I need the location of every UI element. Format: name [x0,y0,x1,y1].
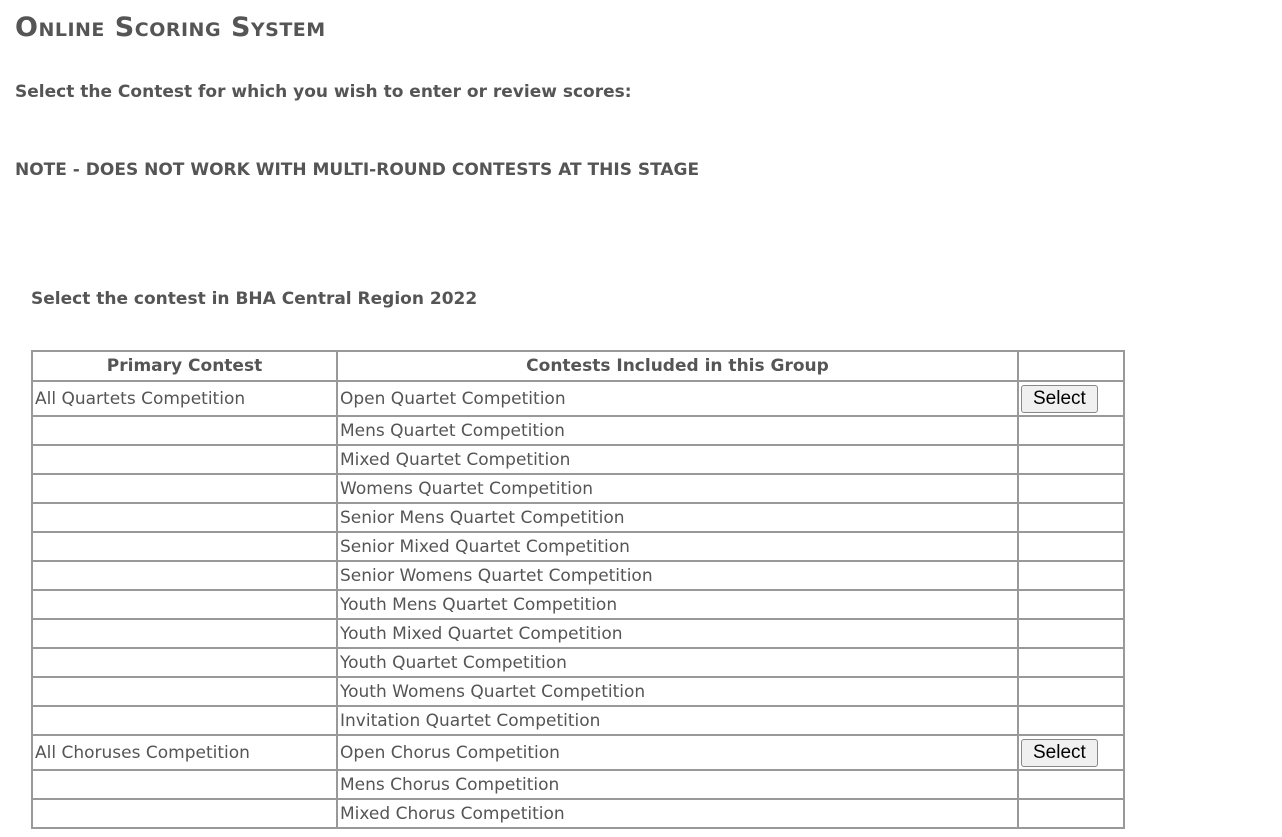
included-contest: Womens Quartet Competition [336,473,1019,504]
instruction: Select the Contest for which you wish to… [15,82,632,102]
empty-cell [31,618,338,649]
table-row: Invitation Quartet Competition [31,705,1125,736]
action-cell [1017,589,1125,620]
table-row: Youth Mixed Quartet Competition [31,618,1125,649]
action-cell [1017,769,1125,800]
included-contest: Youth Womens Quartet Competition [336,676,1019,707]
table-row: All Quartets Competition Open Quartet Com… [31,380,1125,417]
action-cell [1017,415,1125,446]
contest-table: Primary Contest Contests Included in thi… [31,350,1125,829]
included-contest: Youth Mixed Quartet Competition [336,618,1019,649]
empty-cell [31,705,338,736]
empty-cell [31,560,338,591]
action-cell [1017,676,1125,707]
primary-contest: All Quartets Competition [31,380,338,417]
included-contest: Mens Quartet Competition [336,415,1019,446]
page-title: Online Scoring System [15,12,326,43]
included-contest: Mens Chorus Competition [336,769,1019,800]
note: NOTE - DOES NOT WORK WITH MULTI-ROUND CO… [15,160,700,180]
action-cell [1017,618,1125,649]
column-header: Contests Included in this Group [336,350,1019,382]
table-row: Mixed Chorus Competition [31,798,1125,829]
table-row: Mixed Quartet Competition [31,444,1125,475]
table-row: All Choruses Competition Open Chorus Comp… [31,734,1125,771]
table-row: Youth Mens Quartet Competition [31,589,1125,620]
column-header: Primary Contest [31,350,338,382]
empty-cell [31,444,338,475]
action-cell: Select [1017,734,1125,771]
included-contest: Youth Quartet Competition [336,647,1019,678]
action-cell [1017,705,1125,736]
included-contest: Mixed Quartet Competition [336,444,1019,475]
included-contest: Senior Mixed Quartet Competition [336,531,1019,562]
table-row: Youth Womens Quartet Competition [31,676,1125,707]
table-row: Youth Quartet Competition [31,647,1125,678]
empty-cell [31,769,338,800]
empty-cell [31,798,338,829]
select-button[interactable]: Select [1021,738,1098,767]
action-cell [1017,502,1125,533]
action-cell [1017,531,1125,562]
included-contest: Senior Mens Quartet Competition [336,502,1019,533]
action-cell [1017,444,1125,475]
header-row: Primary Contest Contests Included in thi… [31,350,1125,382]
primary-contest: All Choruses Competition [31,734,338,771]
table-row: Senior Mens Quartet Competition [31,502,1125,533]
action-cell [1017,798,1125,829]
included-contest: Senior Womens Quartet Competition [336,560,1019,591]
included-contest: Youth Mens Quartet Competition [336,589,1019,620]
table-row: Mens Quartet Competition [31,415,1125,446]
action-cell: Select [1017,380,1125,417]
table-row: Senior Womens Quartet Competition [31,560,1125,591]
empty-cell [31,647,338,678]
action-cell [1017,473,1125,504]
empty-cell [31,531,338,562]
section-title: Select the contest in BHA Central Region… [31,289,478,309]
included-contest: Invitation Quartet Competition [336,705,1019,736]
empty-cell [31,473,338,504]
included-contest: Mixed Chorus Competition [336,798,1019,829]
empty-cell [31,676,338,707]
action-cell [1017,647,1125,678]
included-contest: Open Chorus Competition [336,734,1019,771]
select-button[interactable]: Select [1021,384,1098,413]
empty-cell [31,502,338,533]
table-row: Senior Mixed Quartet Competition [31,531,1125,562]
action-cell [1017,560,1125,591]
table-body: All Quartets Competition Open Quartet Com… [31,380,1125,829]
included-contest: Open Quartet Competition [336,380,1019,417]
column-header [1017,350,1125,382]
empty-cell [31,589,338,620]
table-row: Mens Chorus Competition [31,769,1125,800]
table-row: Womens Quartet Competition [31,473,1125,504]
empty-cell [31,415,338,446]
